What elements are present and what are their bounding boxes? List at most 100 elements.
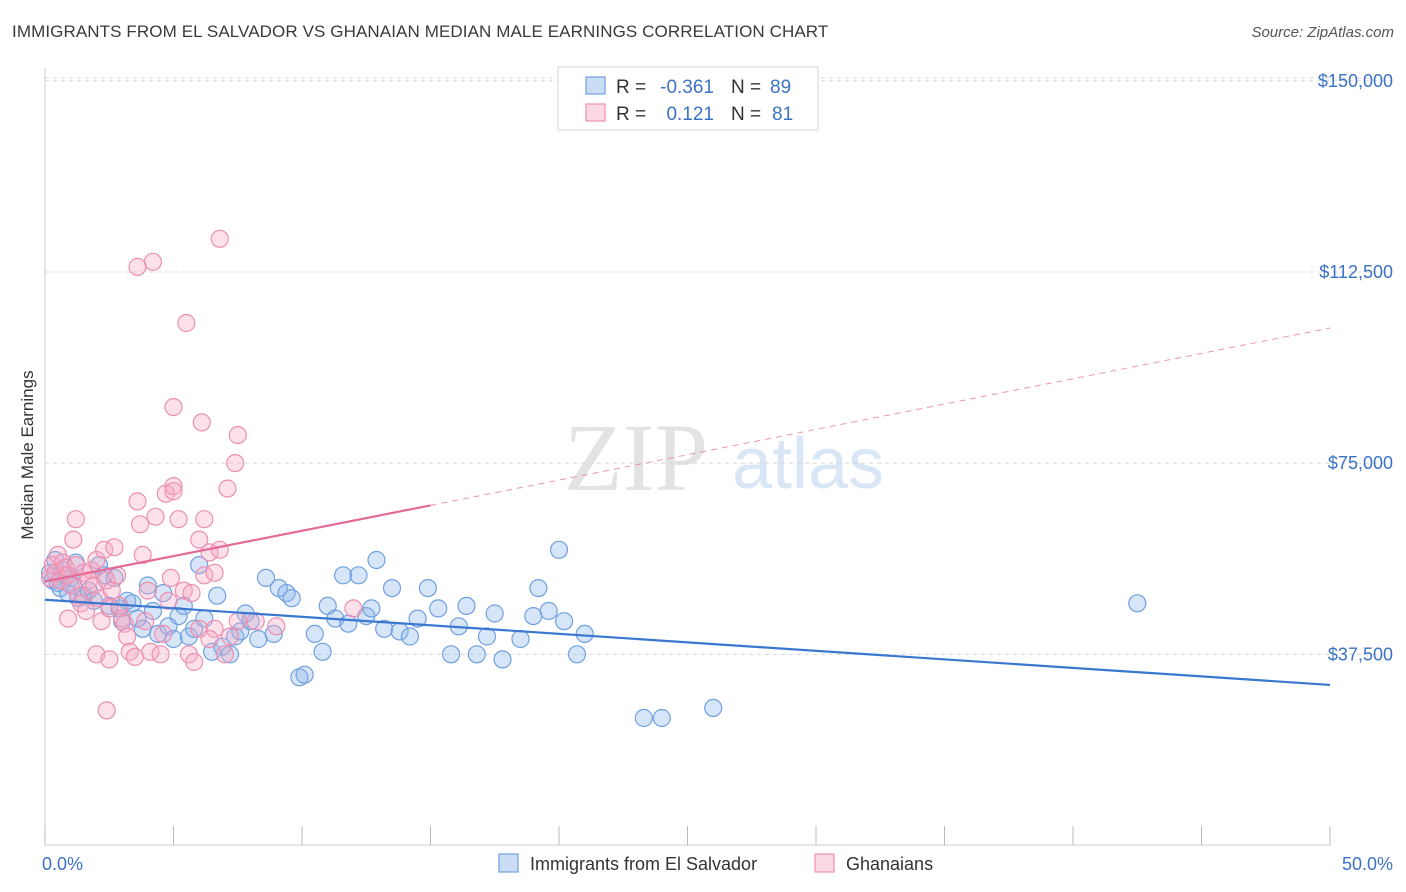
point-pink-40 <box>151 645 170 664</box>
point-pink-53 <box>205 619 224 638</box>
point-blue-46 <box>256 568 276 588</box>
point-blue-38 <box>208 586 227 605</box>
bottom-legend-swatch-blue <box>498 853 519 873</box>
point-blue-62 <box>367 550 386 570</box>
point-pink-39 <box>146 507 165 526</box>
legend-n-label-blue: N = <box>731 77 761 98</box>
point-blue-69 <box>429 599 448 618</box>
legend-r-value-pink: 0.121 <box>666 104 714 125</box>
point-blue-57 <box>334 566 353 585</box>
point-pink-34 <box>131 515 150 534</box>
point-pink-61 <box>128 257 147 276</box>
y-tick-label-3: $150,000 <box>1318 71 1393 91</box>
point-pink-65 <box>177 313 196 333</box>
point-pink-33 <box>128 492 147 511</box>
point-blue-85 <box>634 708 653 728</box>
point-pink-45 <box>164 477 183 496</box>
point-blue-82 <box>554 612 574 631</box>
point-pink-69 <box>195 510 214 529</box>
y-tick-labels: $37,500 $75,000 $112,500 $150,000 <box>1318 71 1393 665</box>
point-pink-77 <box>267 617 286 636</box>
point-pink-44 <box>161 568 180 588</box>
point-blue-66 <box>400 627 419 646</box>
point-pink-64 <box>164 482 183 501</box>
point-blue-49 <box>277 583 296 603</box>
point-pink-71 <box>205 563 224 582</box>
series-el-salvador <box>40 540 1147 728</box>
legend-n-value-blue: 89 <box>770 77 791 98</box>
point-pink-46 <box>169 510 188 529</box>
point-blue-79 <box>529 578 548 598</box>
correlation-legend: R = -0.361 N = 89 R = 0.121 N = 81 <box>557 66 819 131</box>
point-blue-58 <box>339 614 358 633</box>
point-pink-79 <box>66 510 85 529</box>
point-blue-84 <box>575 624 594 644</box>
point-pink-80 <box>58 609 78 628</box>
point-pink-60 <box>100 650 119 669</box>
point-pink-54 <box>210 540 229 559</box>
point-pink-28 <box>112 609 132 628</box>
point-pink-78 <box>344 599 363 618</box>
point-pink-72 <box>210 229 229 248</box>
series-ghanaians <box>40 229 363 720</box>
point-pink-35 <box>133 545 152 565</box>
legend-r-label-pink: R = <box>616 104 646 125</box>
trend-lines <box>44 327 1331 687</box>
point-blue-51 <box>290 668 309 687</box>
point-pink-68 <box>192 413 211 432</box>
point-pink-9 <box>64 530 83 549</box>
chart-title: IMMIGRANTS FROM EL SALVADOR VS GHANAIAN … <box>12 22 829 41</box>
point-pink-62 <box>143 252 162 271</box>
watermark-zip: ZIP <box>564 404 708 511</box>
point-blue-64 <box>382 578 402 598</box>
bottom-legend-label-blue: Immigrants from El Salvador <box>530 854 757 874</box>
x-tick-max: 50.0% <box>1342 854 1393 874</box>
point-blue-54 <box>313 642 332 661</box>
point-blue-30 <box>164 629 183 649</box>
point-pink-36 <box>136 612 155 631</box>
legend-swatch-pink <box>585 103 606 122</box>
legend-swatch-blue <box>585 76 606 95</box>
point-pink-70 <box>200 629 219 649</box>
point-pink-24 <box>102 581 121 600</box>
point-blue-35 <box>190 555 209 575</box>
legend-r-label-blue: R = <box>616 77 646 98</box>
point-pink-63 <box>164 398 183 417</box>
point-blue-83 <box>567 645 587 664</box>
point-blue-40 <box>220 645 240 664</box>
point-blue-87 <box>704 698 723 718</box>
y-tick-label-0: $37,500 <box>1328 644 1393 664</box>
trend-pink-dashed <box>430 327 1331 506</box>
point-pink-18 <box>87 550 106 570</box>
series-legend: Immigrants from El Salvador Ghanaians <box>498 853 933 874</box>
point-pink-67 <box>190 530 209 549</box>
point-pink-75 <box>228 426 247 445</box>
x-tick-min: 0.0% <box>42 854 83 874</box>
trend-pink-solid <box>44 504 431 583</box>
point-blue-78 <box>524 606 543 626</box>
legend-r-value-blue: -0.361 <box>660 77 714 98</box>
legend-n-value-pink: 81 <box>772 104 793 125</box>
point-blue-67 <box>408 609 427 628</box>
point-blue-68 <box>418 578 437 598</box>
point-blue-59 <box>349 566 368 585</box>
source-label: Source: ZipAtlas.com <box>1251 24 1394 41</box>
y-tick-label-2: $112,500 <box>1319 262 1393 282</box>
point-blue-70 <box>442 645 461 664</box>
legend-n-label-pink: N = <box>731 104 761 125</box>
point-pink-25 <box>105 538 124 557</box>
point-blue-86 <box>652 708 671 728</box>
y-tick-label-1: $75,000 <box>1328 453 1393 473</box>
point-pink-76 <box>246 612 265 631</box>
point-pink-73 <box>218 479 237 498</box>
trend-blue <box>44 598 1331 687</box>
point-blue-50 <box>282 589 301 608</box>
point-pink-31 <box>120 642 139 661</box>
point-pink-59 <box>97 701 116 720</box>
point-pink-57 <box>228 612 247 631</box>
point-pink-56 <box>220 627 240 646</box>
point-blue-77 <box>511 629 530 649</box>
grid-lines <box>45 77 1392 655</box>
point-blue-80 <box>539 601 558 621</box>
point-pink-43 <box>159 591 178 610</box>
